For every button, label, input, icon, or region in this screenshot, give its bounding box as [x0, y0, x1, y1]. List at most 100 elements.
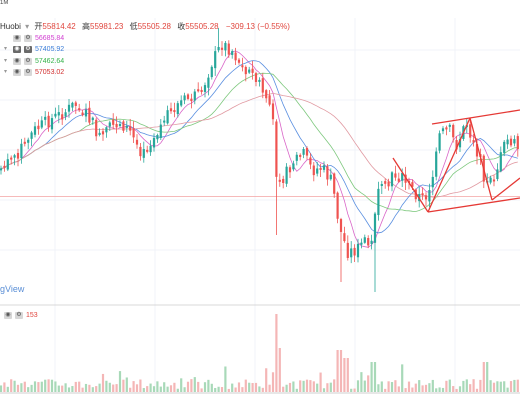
volume-bar	[23, 381, 26, 392]
volume-bar	[326, 383, 329, 392]
volume-bar	[404, 388, 407, 392]
volume-bar	[397, 386, 400, 392]
candle-body	[390, 172, 394, 187]
volume-header: ◉ ⚙ 153	[4, 312, 38, 319]
candle-body	[88, 107, 91, 123]
collapse-icon[interactable]: ▾	[4, 46, 8, 52]
candle-body	[509, 138, 513, 146]
candle-body	[428, 190, 431, 202]
settings-dropdown-icon[interactable]: ▾	[25, 22, 30, 31]
volume-bar	[186, 381, 190, 392]
collapse-icon[interactable]: ▾	[4, 58, 8, 64]
candle-body	[305, 147, 309, 156]
candle-body	[424, 195, 428, 200]
candle-body	[421, 193, 424, 195]
collapse-icon[interactable]: ▾	[4, 69, 8, 75]
candle-body	[469, 124, 472, 138]
settings-icon[interactable]: ⚙	[24, 69, 32, 76]
volume-bar	[452, 386, 455, 392]
candle-body	[394, 173, 397, 178]
visibility-icon[interactable]: ◉	[13, 58, 21, 65]
low-value: 55505.28	[137, 22, 171, 31]
volume-bar	[271, 372, 275, 392]
candle-body	[237, 59, 241, 63]
settings-icon[interactable]: ⚙	[15, 312, 23, 319]
volume-bar	[384, 388, 387, 392]
volume-bar	[44, 379, 47, 392]
volume-bar	[200, 388, 203, 392]
candle-body	[401, 173, 404, 181]
candle-body	[353, 247, 356, 256]
volume-bar	[455, 388, 458, 392]
volume-bar	[3, 382, 6, 392]
volume-bar	[479, 379, 482, 392]
candle-body	[285, 166, 288, 184]
settings-icon[interactable]: ⚙	[24, 46, 32, 53]
visibility-icon[interactable]: ◉	[13, 35, 21, 42]
candle-body	[499, 152, 502, 172]
volume-bar	[360, 372, 363, 392]
ma-row-4: ▾ ◉ ⚙ 57053.02	[4, 68, 64, 77]
candle-body	[322, 165, 326, 170]
visibility-icon[interactable]: ◉	[13, 46, 21, 53]
volume-bar	[57, 385, 60, 392]
timeframe-label[interactable]: 1M	[0, 0, 9, 6]
volume-bar	[37, 382, 40, 392]
channel-lower-line	[427, 197, 520, 213]
candle-body	[431, 176, 434, 188]
volume-bar	[159, 386, 162, 392]
candle-body	[275, 121, 278, 177]
settings-icon[interactable]: ⚙	[24, 58, 32, 65]
ma-row-3: ▾ ◉ ⚙ 57462.64	[4, 57, 64, 66]
volume-bar	[61, 385, 64, 392]
high-label: 高	[82, 22, 90, 31]
volume-bar	[122, 379, 125, 392]
volume-bar	[169, 385, 173, 392]
candle-body	[506, 139, 509, 145]
settings-icon[interactable]: ⚙	[24, 35, 32, 42]
visibility-icon[interactable]: ◉	[4, 312, 12, 319]
channel-upper-line	[431, 109, 520, 125]
volume-bar	[288, 382, 292, 392]
volume-bar	[370, 362, 373, 392]
candle-body	[503, 141, 506, 153]
volume-bar	[312, 381, 315, 392]
volume-bar	[176, 388, 179, 392]
volume-bar	[27, 387, 30, 392]
volume-bar	[339, 350, 343, 392]
candle-body	[112, 119, 115, 125]
volume-bar	[448, 379, 451, 392]
volume-bar	[67, 387, 71, 392]
candle-body	[231, 51, 234, 55]
candle-body	[448, 124, 451, 127]
volume-bar	[421, 385, 424, 392]
volume-bar	[411, 387, 414, 392]
candle-body	[64, 112, 67, 117]
close-label: 收	[177, 22, 186, 31]
candle-body	[91, 117, 94, 121]
candle-body	[108, 122, 111, 127]
candle-body	[20, 143, 23, 159]
volume-bar	[394, 380, 397, 392]
candle-body	[516, 136, 519, 150]
volume-bar	[516, 379, 519, 392]
candle-body	[299, 154, 302, 157]
candle-body	[370, 240, 373, 244]
visibility-icon[interactable]: ◉	[13, 69, 21, 76]
high-value: 55981.23	[90, 22, 124, 31]
candle-body	[288, 167, 292, 173]
volume-bar	[33, 381, 37, 392]
volume-bar	[353, 388, 356, 392]
candle-body	[47, 115, 50, 128]
volume-bar	[268, 384, 271, 392]
volume-bar	[356, 380, 360, 392]
candle-body	[435, 151, 438, 177]
volume-bar	[329, 382, 332, 392]
candle-body	[16, 152, 20, 159]
volume-bar	[363, 380, 366, 392]
volume-bar	[91, 387, 94, 392]
candle-body	[125, 126, 128, 128]
candle-body	[224, 42, 227, 51]
volume-bar	[258, 386, 261, 392]
